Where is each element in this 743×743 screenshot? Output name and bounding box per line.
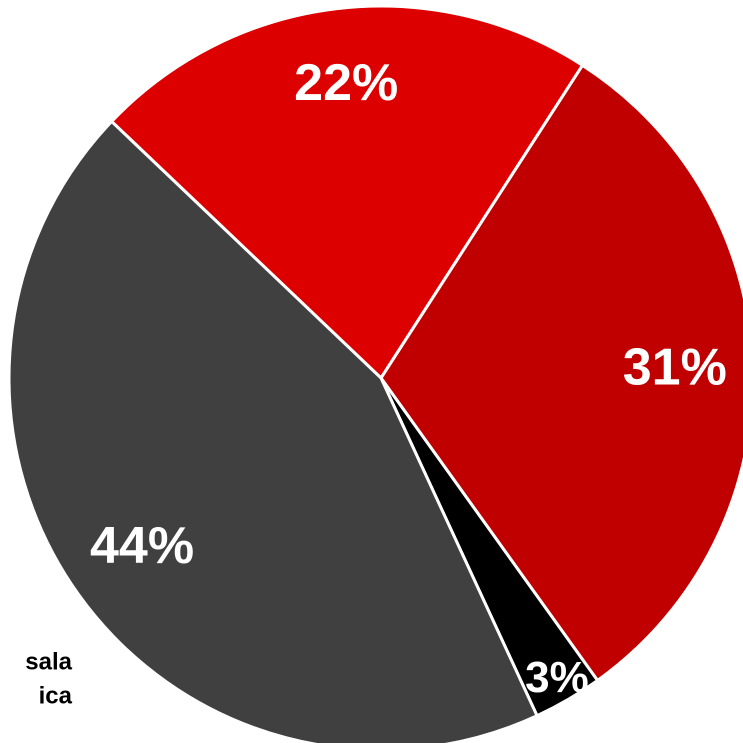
pie-slice	[7, 119, 540, 743]
legend-fragment: sala	[25, 648, 72, 675]
value-label: 3%	[525, 653, 589, 702]
pie-slice	[379, 63, 743, 683]
pie-slice	[109, 4, 585, 381]
value-label: 31%	[623, 339, 727, 397]
legend-fragment: ica	[39, 682, 73, 709]
value-label: 22%	[294, 54, 398, 112]
value-label: 44%	[90, 517, 194, 575]
